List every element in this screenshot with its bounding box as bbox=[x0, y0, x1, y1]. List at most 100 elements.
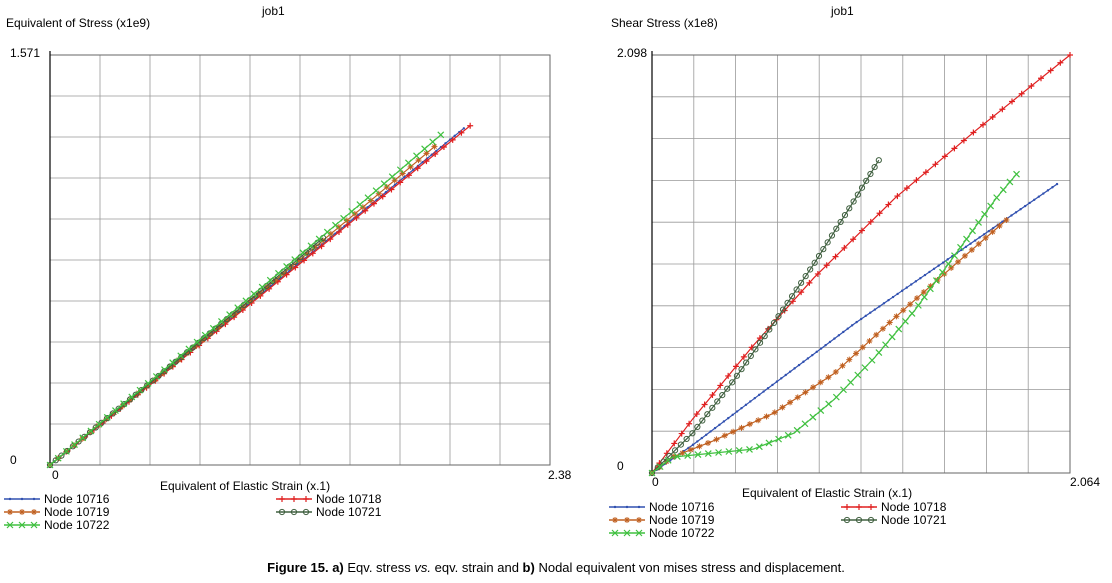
legend-marker bbox=[303, 496, 309, 502]
legend-marker bbox=[30, 521, 38, 529]
series-marker bbox=[850, 236, 857, 243]
series-marker bbox=[656, 463, 664, 471]
series-marker bbox=[973, 239, 977, 242]
series-marker bbox=[679, 450, 686, 457]
series-marker bbox=[407, 163, 414, 170]
series-marker bbox=[811, 259, 818, 266]
series-marker bbox=[128, 393, 136, 401]
series-marker bbox=[770, 319, 778, 327]
series-marker bbox=[46, 461, 54, 469]
series-marker bbox=[841, 212, 849, 219]
series-marker bbox=[71, 441, 78, 449]
series-marker bbox=[144, 379, 152, 387]
legend-marker bbox=[18, 521, 26, 529]
series-marker bbox=[919, 277, 922, 280]
series-marker bbox=[704, 411, 711, 418]
series-marker bbox=[941, 153, 948, 160]
series-marker bbox=[709, 404, 716, 411]
series-marker bbox=[824, 344, 827, 347]
series-marker bbox=[788, 293, 796, 300]
series-marker bbox=[733, 372, 741, 379]
series-marker bbox=[886, 319, 893, 326]
series-marker bbox=[982, 233, 986, 236]
series-marker bbox=[927, 283, 934, 290]
series-marker bbox=[694, 451, 702, 458]
series-marker bbox=[62, 447, 70, 455]
series-marker bbox=[380, 180, 388, 188]
series-marker bbox=[846, 327, 849, 330]
series-marker bbox=[815, 350, 818, 354]
series-marker bbox=[832, 393, 840, 401]
series-marker bbox=[713, 436, 720, 443]
series-marker bbox=[891, 295, 895, 299]
series-marker bbox=[399, 170, 406, 177]
series-marker bbox=[814, 270, 821, 277]
series-marker bbox=[793, 426, 801, 434]
series-marker bbox=[98, 419, 105, 426]
series-marker bbox=[932, 277, 940, 284]
series-marker bbox=[731, 413, 734, 416]
series-marker bbox=[833, 225, 840, 232]
series-marker bbox=[1028, 82, 1035, 89]
series-marker bbox=[735, 410, 739, 413]
series-marker bbox=[980, 121, 987, 128]
series-marker bbox=[696, 440, 699, 443]
chart-a-x-axis-title: Equivalent of Elastic Strain (x.1) bbox=[160, 479, 331, 493]
series-marker bbox=[806, 357, 810, 360]
series-marker bbox=[343, 217, 350, 224]
legend-swatch bbox=[609, 517, 645, 523]
series-marker bbox=[449, 136, 456, 143]
series-marker bbox=[738, 366, 745, 373]
series-marker bbox=[824, 239, 831, 246]
series-marker bbox=[888, 333, 896, 341]
series-marker bbox=[908, 310, 916, 317]
legend-marker bbox=[20, 497, 24, 501]
series-marker bbox=[775, 435, 783, 443]
chart-b-x-max-label: 2.064 bbox=[1070, 475, 1101, 489]
series-marker bbox=[671, 440, 678, 447]
series-marker bbox=[46, 461, 54, 469]
series-marker bbox=[846, 356, 853, 363]
legend-marker bbox=[867, 516, 875, 524]
series-marker bbox=[932, 161, 939, 168]
series-marker bbox=[887, 298, 890, 302]
series-marker bbox=[1038, 75, 1045, 82]
legend-marker bbox=[6, 521, 14, 529]
legend-marker bbox=[625, 505, 629, 509]
legend-swatch bbox=[276, 496, 312, 502]
series-marker bbox=[775, 313, 782, 320]
series-marker bbox=[746, 421, 753, 428]
series-marker bbox=[867, 218, 874, 225]
legend-label: Node 10719 bbox=[649, 513, 715, 527]
series-marker bbox=[948, 264, 955, 271]
chart-a-title: job1 bbox=[262, 4, 285, 18]
series-marker bbox=[462, 127, 466, 130]
series-marker bbox=[193, 338, 201, 346]
series-marker bbox=[832, 253, 839, 260]
series-marker bbox=[749, 400, 752, 403]
series-marker bbox=[793, 367, 796, 370]
series-marker bbox=[379, 193, 386, 200]
legend-label: Node 10722 bbox=[44, 518, 110, 532]
series-marker bbox=[951, 145, 958, 152]
series-marker bbox=[761, 333, 768, 340]
series-marker bbox=[648, 469, 656, 477]
legend-marker bbox=[612, 517, 618, 523]
series-marker bbox=[807, 266, 814, 273]
series-marker bbox=[1010, 214, 1013, 217]
series-marker bbox=[323, 228, 331, 236]
series-marker bbox=[115, 405, 122, 412]
series-marker bbox=[691, 443, 695, 446]
series-marker bbox=[453, 134, 456, 138]
series-line bbox=[651, 54, 1071, 474]
series-marker bbox=[132, 391, 139, 398]
series-marker bbox=[955, 258, 962, 265]
series-marker bbox=[894, 193, 901, 200]
series-marker bbox=[932, 267, 936, 270]
series-marker bbox=[763, 413, 770, 420]
series-marker bbox=[766, 326, 773, 333]
series-marker bbox=[823, 262, 830, 269]
legend-label: Node 10721 bbox=[316, 505, 382, 519]
legend-swatch bbox=[609, 505, 645, 509]
series-marker bbox=[815, 252, 823, 260]
